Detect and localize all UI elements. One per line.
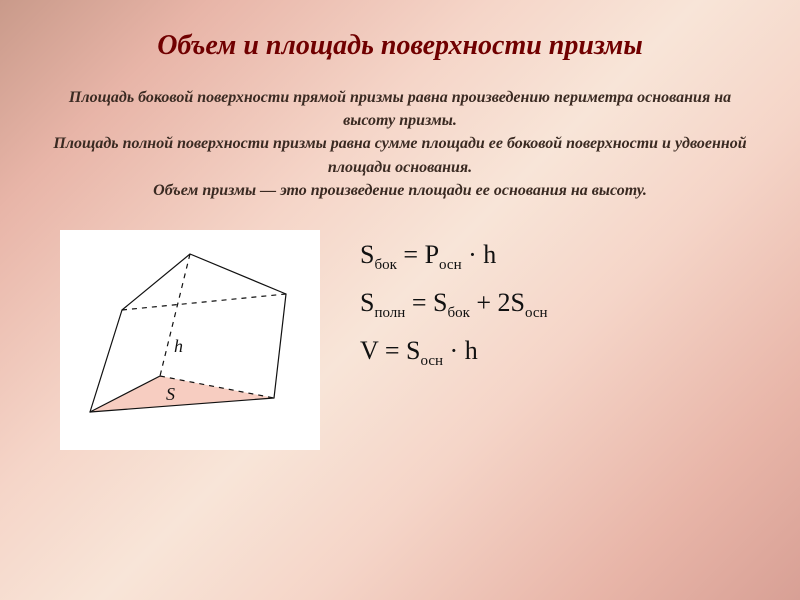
formula: Sполн = Sбок + 2Sосн <box>360 288 548 322</box>
svg-text:h: h <box>174 336 183 356</box>
formula-block: Sбок = Pосн · h Sполн = Sбок + 2Sосн V = S… <box>360 230 548 385</box>
prism-figure: hS <box>60 230 320 450</box>
prism-svg: hS <box>70 240 310 440</box>
content-row: hS Sбок = Pосн · hSполн = Sбок + 2SоснV … <box>40 230 760 450</box>
slide-title: Объем и площадь поверхности призмы <box>40 30 760 62</box>
svg-text:S: S <box>166 384 175 404</box>
formula: Sбок = Pосн · h <box>360 240 548 274</box>
slide: Объем и площадь поверхности призмы Площа… <box>0 0 800 600</box>
formula: V = Sосн · h <box>360 336 548 370</box>
slide-description: Площадь боковой поверхности прямой призм… <box>40 86 760 202</box>
